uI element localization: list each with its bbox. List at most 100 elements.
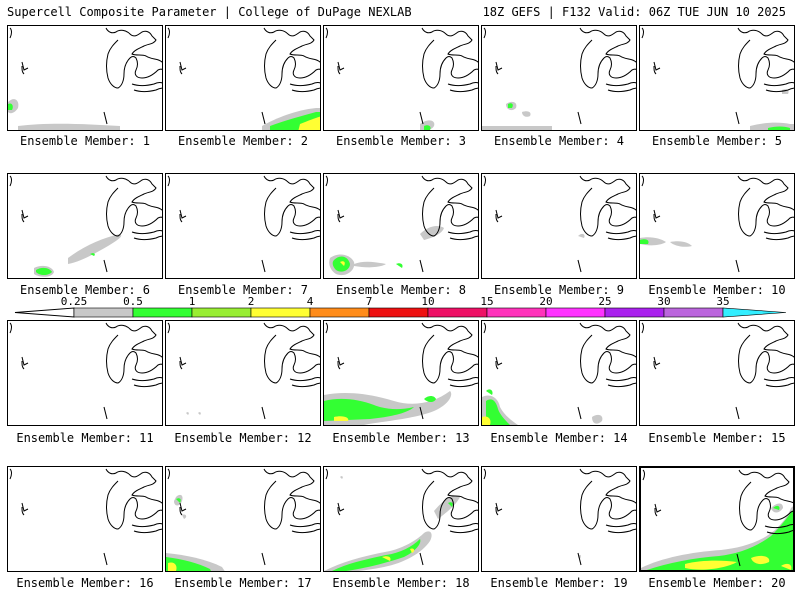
coastline xyxy=(179,209,187,219)
coastline xyxy=(579,175,636,211)
scp-region xyxy=(382,556,391,561)
member-map-18[interactable] xyxy=(323,466,479,572)
member-label-10: Ensemble Member: 10 xyxy=(648,283,786,297)
coastline xyxy=(735,406,740,420)
coastline xyxy=(21,360,25,370)
member-map-12[interactable] xyxy=(165,320,321,426)
member-map-20[interactable] xyxy=(639,466,795,572)
member-label-16: Ensemble Member: 16 xyxy=(16,576,154,590)
coastline xyxy=(337,502,345,512)
member-map-11[interactable] xyxy=(7,320,163,426)
coastline xyxy=(483,468,486,480)
member-label-1: Ensemble Member: 1 xyxy=(19,134,151,148)
coastline xyxy=(765,235,794,240)
member-map-19[interactable] xyxy=(481,466,637,572)
scp-region xyxy=(768,126,790,130)
scp-region xyxy=(434,495,460,519)
coastline xyxy=(9,322,12,334)
coastline xyxy=(421,468,478,504)
coastline xyxy=(605,377,636,381)
coastline xyxy=(495,213,499,223)
coastline xyxy=(21,213,25,223)
scp-region xyxy=(420,120,435,130)
member-map-16[interactable] xyxy=(7,466,163,572)
coastline xyxy=(179,65,183,75)
coastline xyxy=(9,468,12,480)
member-map-6[interactable] xyxy=(7,173,163,279)
colorbar-level-label: 15 xyxy=(480,296,493,308)
coastline xyxy=(447,82,478,86)
scp-region xyxy=(685,560,737,570)
member-map-17[interactable] xyxy=(165,466,321,572)
coastline xyxy=(167,468,170,480)
member-map-10[interactable] xyxy=(639,173,795,279)
coastline xyxy=(103,406,108,420)
coastline xyxy=(641,322,644,334)
colorbar-swatch-11 xyxy=(663,307,724,318)
scp-region xyxy=(90,253,95,256)
member-19-map-canvas xyxy=(483,468,636,566)
coastline xyxy=(21,502,29,512)
member-map-14[interactable] xyxy=(481,320,637,426)
coastline xyxy=(495,209,503,219)
member-label-2: Ensemble Member: 2 xyxy=(177,134,309,148)
scp-region xyxy=(332,256,350,272)
coastline xyxy=(289,82,320,86)
coastline xyxy=(735,111,740,125)
member-map-7[interactable] xyxy=(165,173,321,279)
member-9-map-canvas xyxy=(483,175,636,273)
member-map-4[interactable] xyxy=(481,25,637,131)
coastline xyxy=(289,377,320,381)
scp-region xyxy=(508,103,513,108)
member-map-2[interactable] xyxy=(165,25,321,131)
coastline xyxy=(106,187,162,237)
member-map-9[interactable] xyxy=(481,173,637,279)
coastline xyxy=(495,502,503,512)
scp-region xyxy=(18,123,120,130)
member-3-map-canvas xyxy=(325,27,478,130)
colorbar-swatch-5 xyxy=(309,307,370,318)
coastline xyxy=(21,209,29,219)
coastline xyxy=(483,175,486,187)
scp-region xyxy=(781,563,792,570)
colorbar-level-label: 4 xyxy=(307,296,314,308)
coastline xyxy=(133,235,162,240)
member-label-4: Ensemble Member: 4 xyxy=(493,134,625,148)
scp-region xyxy=(168,562,177,571)
coastline xyxy=(261,259,266,273)
scp-region xyxy=(640,239,649,244)
member-map-15[interactable] xyxy=(639,320,795,426)
member-map-5[interactable] xyxy=(639,25,795,131)
member-map-8[interactable] xyxy=(323,173,479,279)
coastline xyxy=(422,480,478,530)
coastline xyxy=(579,27,636,63)
member-map-3[interactable] xyxy=(323,25,479,131)
coastline xyxy=(419,552,424,566)
coastline xyxy=(105,322,162,358)
scp-region xyxy=(522,111,531,117)
scp-region xyxy=(424,125,431,130)
coastline xyxy=(325,468,328,480)
scp-region xyxy=(8,103,13,110)
member-7-map-canvas xyxy=(167,175,320,273)
coastline xyxy=(21,356,29,366)
member-4-map-canvas xyxy=(482,27,636,130)
colorbar-swatch-9 xyxy=(545,307,606,318)
coastline xyxy=(739,481,793,531)
colorbar-level-label: 25 xyxy=(598,296,611,308)
scp-color-scale: 0.25 0.5 1 2 4 7 10 15 20 25 30 35 xyxy=(14,296,787,318)
member-map-13[interactable] xyxy=(323,320,479,426)
colorbar-swatch-6 xyxy=(368,307,429,318)
scp-region xyxy=(334,416,349,421)
coastline xyxy=(577,552,582,566)
coastline xyxy=(105,27,162,63)
coastline xyxy=(738,469,793,504)
member-map-1[interactable] xyxy=(7,25,163,131)
coastline xyxy=(337,356,345,366)
coastline xyxy=(653,61,661,71)
coastline xyxy=(261,406,266,420)
coastline xyxy=(421,175,478,211)
member-label-12: Ensemble Member: 12 xyxy=(174,431,312,445)
coastline xyxy=(607,528,636,533)
colorbar-swatch-4 xyxy=(250,307,311,318)
